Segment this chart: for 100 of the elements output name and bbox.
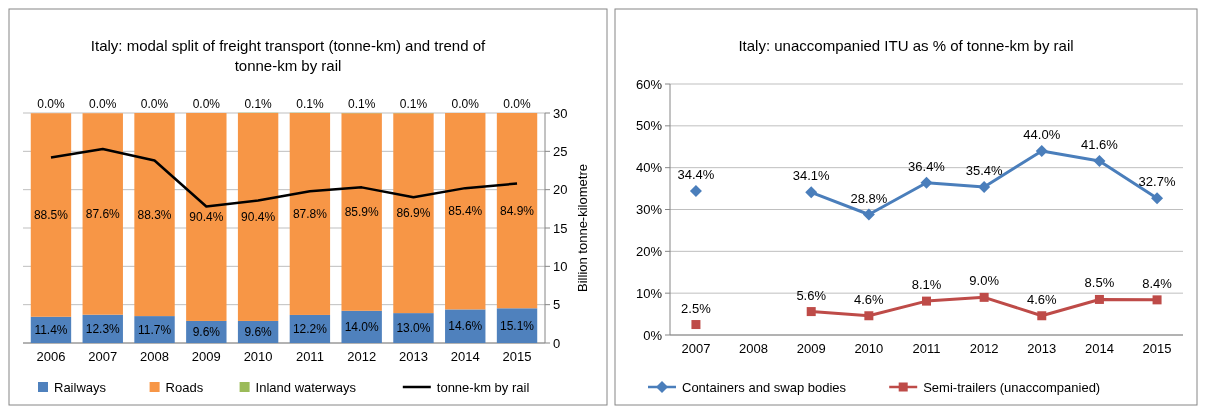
x-tick-label: 2013 (1027, 341, 1057, 356)
legend-label: tonne-km by rail (436, 379, 530, 395)
data-label: 12.3% (85, 322, 121, 337)
x-tick-label: 2010 (243, 349, 273, 364)
data-label: 14.6% (448, 319, 483, 334)
data-label: 14.0% (344, 320, 380, 335)
data-label: 2.5% (681, 300, 712, 316)
data-label: 0.0% (503, 97, 532, 111)
data-label: 0.0% (140, 97, 169, 111)
data-label: 0.0% (37, 97, 65, 112)
data-label: 0.1% (296, 96, 324, 111)
point (691, 320, 701, 330)
bar (82, 113, 123, 315)
x-tick-label: 2015 (1142, 341, 1172, 356)
point (922, 296, 931, 306)
x-tick-label: 2011 (295, 349, 324, 364)
y2-tick-label: 10 (553, 258, 568, 274)
y2-tick-label: 30 (553, 105, 568, 121)
point (920, 176, 933, 189)
data-label: 8.1% (911, 277, 942, 293)
data-label: 8.5% (1084, 275, 1115, 291)
bar (445, 113, 486, 310)
point (806, 307, 816, 317)
legend-label: Containers and swap bodies (682, 379, 847, 395)
point (862, 208, 875, 221)
data-label: 9.6% (244, 325, 273, 340)
chart-title: Italy: unaccompanied ITU as % of tonne-km by rail (738, 37, 1074, 54)
bar (134, 113, 175, 317)
x-tick-label: 2007 (88, 349, 118, 364)
data-label: 87.6% (85, 207, 121, 222)
x-tick-label: 2011 (912, 341, 941, 356)
legend-label: Railways (54, 379, 107, 395)
data-label: 0.0% (192, 97, 221, 111)
x-tick-label: 2009 (796, 341, 826, 356)
point (805, 186, 818, 199)
data-label: 44.0% (1023, 126, 1061, 142)
point (1094, 294, 1104, 304)
y2-tick-label: 25 (553, 143, 568, 159)
x-tick-label: 2013 (399, 349, 428, 364)
data-label: 86.9% (396, 206, 431, 221)
legend-label: Semi-trailers (unaccompanied) (923, 379, 1101, 395)
x-tick-label: 2015 (502, 349, 532, 364)
bar (289, 113, 331, 315)
point (1037, 311, 1047, 321)
data-label: 0.1% (399, 97, 428, 111)
y2-axis-title: Billion tonne-kilometre (575, 164, 590, 292)
x-tick-label: 2007 (681, 341, 711, 356)
data-label: 5.6% (796, 287, 827, 303)
data-label: 0.1% (244, 96, 273, 111)
x-tick-label: 2012 (347, 349, 377, 364)
point (1035, 144, 1048, 157)
point (979, 292, 989, 302)
data-label: 88.3% (137, 207, 172, 222)
y-tick-label: 30% (635, 202, 663, 218)
data-label: 9.0% (969, 273, 1000, 289)
data-label: 32.7% (1138, 174, 1176, 190)
y-tick-label: 40% (635, 160, 663, 176)
chart-title: Italy: modal split of freight transport (tonne-km) and trend of tonne-km by rail (90, 37, 486, 74)
point (1093, 154, 1106, 167)
data-label: 34.4% (677, 167, 715, 183)
y2-tick-label: 0 (553, 335, 561, 351)
point (978, 180, 991, 193)
point (1151, 192, 1164, 205)
bar (341, 113, 382, 311)
point (1152, 295, 1162, 305)
y-tick-label: 10% (635, 285, 663, 301)
point (864, 311, 874, 321)
x-tick-label: 2014 (450, 349, 480, 364)
y-tick-label: 0% (643, 327, 663, 343)
x-tick-label: 2014 (1084, 341, 1114, 356)
data-label: 13.0% (396, 321, 431, 336)
data-label: 11.7% (137, 322, 172, 337)
data-label: 34.1% (792, 168, 831, 184)
x-tick-label: 2009 (191, 349, 221, 364)
data-label: 35.4% (965, 162, 1003, 178)
y-tick-label: 50% (635, 118, 663, 134)
data-label: 0.1% (348, 97, 376, 111)
legend-label: Roads (165, 379, 204, 395)
data-label: 84.9% (500, 203, 535, 218)
data-label: 36.4% (908, 158, 946, 174)
bar (496, 113, 538, 309)
x-tick-label: 2008 (140, 349, 169, 364)
bar (393, 113, 434, 314)
data-label: 88.5% (33, 208, 69, 223)
data-label: 85.9% (344, 205, 380, 220)
data-label: 41.6% (1080, 136, 1119, 152)
bar (30, 113, 72, 317)
data-label: 15.1% (500, 318, 535, 333)
data-label: 12.2% (292, 322, 328, 337)
y-tick-label: 60% (635, 76, 663, 92)
x-tick-label: 2006 (36, 349, 66, 364)
data-label: 28.8% (850, 190, 888, 206)
y2-tick-label: 20 (553, 182, 568, 198)
data-label: 85.4% (448, 204, 483, 219)
x-tick-label: 2008 (739, 341, 769, 356)
data-label: 87.8% (292, 207, 328, 222)
data-label: 90.4% (189, 210, 224, 225)
data-label: 8.4% (1142, 275, 1173, 291)
data-label: 0.0% (89, 97, 117, 112)
data-label: 0.0% (451, 97, 480, 111)
